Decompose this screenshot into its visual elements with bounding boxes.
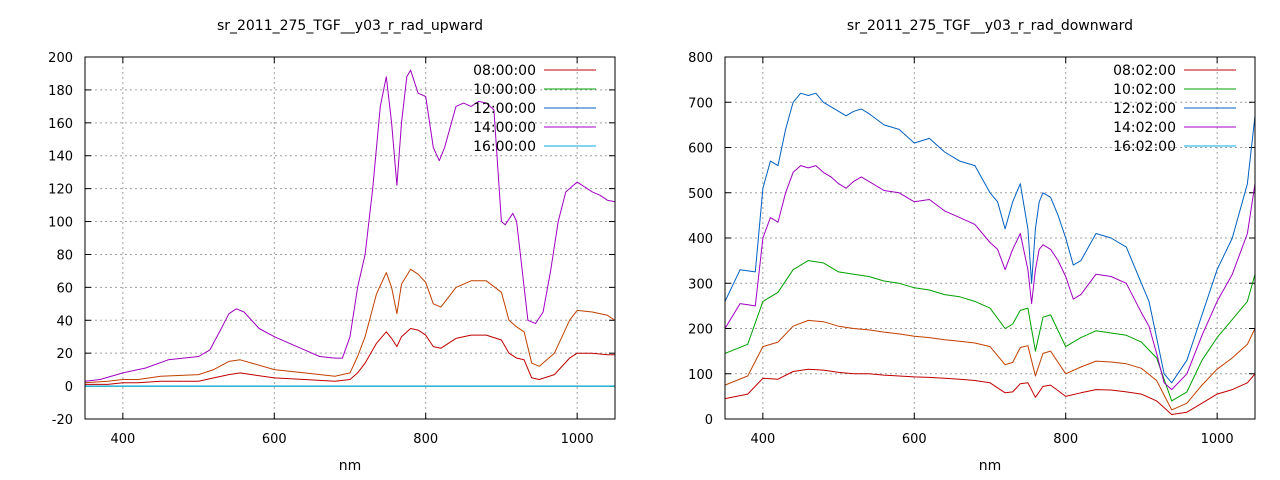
y-tick-label: 600 — [688, 142, 713, 157]
chart-2: sr_2011_275_TGF__y03_r_rad_downward 400 60… — [688, 18, 1256, 474]
legend-label: 12:02:00 — [1113, 101, 1176, 117]
legend-label: 10:02:00 — [1113, 82, 1176, 98]
y-tick-label: 100 — [48, 216, 73, 231]
x-tick-label: 600 — [262, 432, 287, 447]
y-tick-label: 180 — [48, 84, 73, 99]
series-line-unlabeled-5 — [85, 268, 615, 384]
y-tick-label: 140 — [48, 150, 73, 165]
x-tick-label: 600 — [902, 432, 927, 447]
y-tick-label: 700 — [688, 96, 713, 111]
y-tick-label: 20 — [56, 347, 73, 362]
series-line-140000 — [85, 69, 615, 382]
x-tick-label: 400 — [110, 432, 135, 447]
y-tick-label: 120 — [48, 183, 73, 198]
series-line-080000 — [85, 328, 615, 385]
x-tick-label: 800 — [413, 432, 438, 447]
legend-label: 16:02:00 — [1113, 139, 1176, 155]
x-axis-label: nm — [339, 458, 362, 474]
y-tick-label: 80 — [56, 248, 73, 263]
series-line-100200 — [725, 260, 1255, 402]
y-tick-label: 100 — [688, 368, 713, 383]
y-tick-label: 0 — [705, 413, 713, 428]
plot-frame — [84, 56, 616, 420]
legend-label: 10:00:00 — [473, 82, 536, 98]
x-tick-label: 400 — [750, 432, 775, 447]
y-tick-label: 200 — [48, 51, 73, 66]
x-axis-label: nm — [979, 458, 1002, 474]
series-line-unlabeled-5 — [725, 319, 1255, 411]
y-tick-label: 400 — [688, 232, 713, 247]
y-tick-label: 300 — [688, 277, 713, 292]
legend-label: 12:00:00 — [473, 101, 536, 117]
y-tick-label: 500 — [688, 187, 713, 202]
legend-label: 14:00:00 — [473, 120, 536, 136]
chart-title: sr_2011_275_TGF__y03_r_rad_downward — [847, 18, 1133, 34]
plot-frame — [724, 56, 1256, 420]
x-tick-label: 1000 — [1201, 432, 1234, 447]
legend-label: 14:02:00 — [1113, 120, 1176, 136]
y-tick-label: 60 — [56, 281, 73, 296]
y-tick-label: -20 — [52, 413, 73, 428]
legend-label: 16:00:00 — [473, 139, 536, 155]
x-tick-label: 1000 — [561, 432, 594, 447]
legend-label: 08:00:00 — [473, 63, 536, 79]
series-line-120200 — [725, 92, 1255, 384]
y-tick-label: 200 — [688, 323, 713, 338]
chart-title: sr_2011_275_TGF__y03_r_rad_upward — [217, 18, 483, 34]
y-tick-label: 40 — [56, 314, 73, 329]
x-tick-label: 800 — [1053, 432, 1078, 447]
y-tick-label: 160 — [48, 117, 73, 132]
legend-label: 08:02:00 — [1113, 63, 1176, 79]
series-line-080200 — [725, 368, 1255, 415]
y-tick-label: 0 — [65, 380, 73, 395]
series-line-140200 — [725, 165, 1255, 391]
y-tick-label: 800 — [688, 51, 713, 66]
